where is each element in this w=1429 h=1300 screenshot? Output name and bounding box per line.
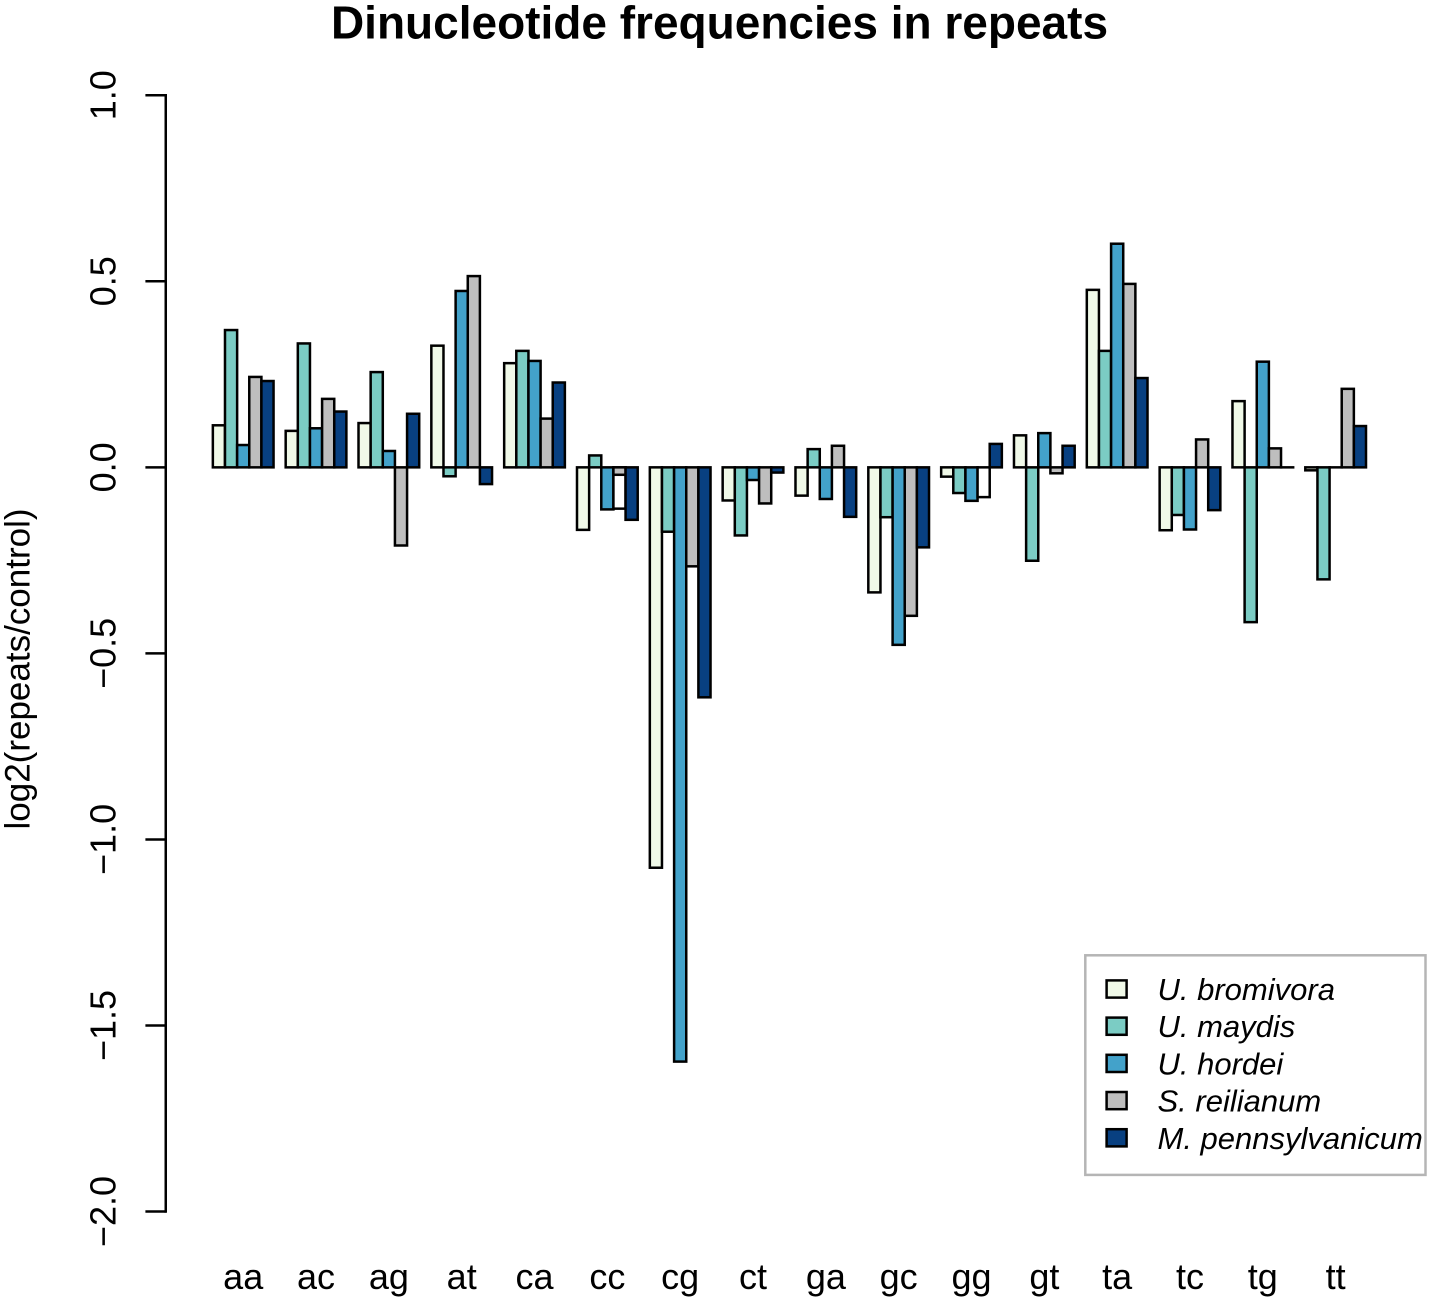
- svg-text:tg: tg: [1248, 1256, 1278, 1297]
- svg-text:aa: aa: [223, 1256, 264, 1297]
- svg-text:U. bromivora: U. bromivora: [1158, 972, 1335, 1007]
- svg-text:0.0: 0.0: [83, 442, 124, 492]
- svg-text:1.0: 1.0: [83, 70, 124, 120]
- svg-text:ct: ct: [739, 1256, 767, 1297]
- svg-text:−1.0: −1.0: [83, 804, 124, 875]
- svg-text:ca: ca: [516, 1256, 555, 1297]
- svg-text:S. reilianum: S. reilianum: [1158, 1084, 1322, 1119]
- svg-text:gt: gt: [1029, 1256, 1059, 1297]
- svg-text:gg: gg: [951, 1256, 991, 1297]
- svg-text:gc: gc: [880, 1256, 918, 1297]
- svg-text:U. maydis: U. maydis: [1158, 1009, 1296, 1044]
- svg-text:ag: ag: [369, 1256, 409, 1297]
- svg-text:0.5: 0.5: [83, 256, 124, 306]
- svg-text:tc: tc: [1176, 1256, 1204, 1297]
- svg-text:log2(repeats/control): log2(repeats/control): [0, 509, 38, 830]
- svg-text:−0.5: −0.5: [83, 618, 124, 689]
- svg-text:tt: tt: [1326, 1256, 1346, 1297]
- svg-text:ga: ga: [806, 1256, 847, 1297]
- svg-text:−2.0: −2.0: [83, 1176, 124, 1247]
- svg-text:M. pennsylvanicum: M. pennsylvanicum: [1158, 1121, 1423, 1156]
- svg-text:−1.5: −1.5: [83, 990, 124, 1061]
- svg-text:cg: cg: [661, 1256, 699, 1297]
- svg-text:at: at: [447, 1256, 477, 1297]
- svg-text:cc: cc: [589, 1256, 625, 1297]
- svg-text:ta: ta: [1102, 1256, 1133, 1297]
- svg-text:ac: ac: [297, 1256, 335, 1297]
- svg-text:U. hordei: U. hordei: [1158, 1046, 1285, 1081]
- svg-text:Dinucleotide frequencies in re: Dinucleotide frequencies in repeats: [331, 0, 1108, 49]
